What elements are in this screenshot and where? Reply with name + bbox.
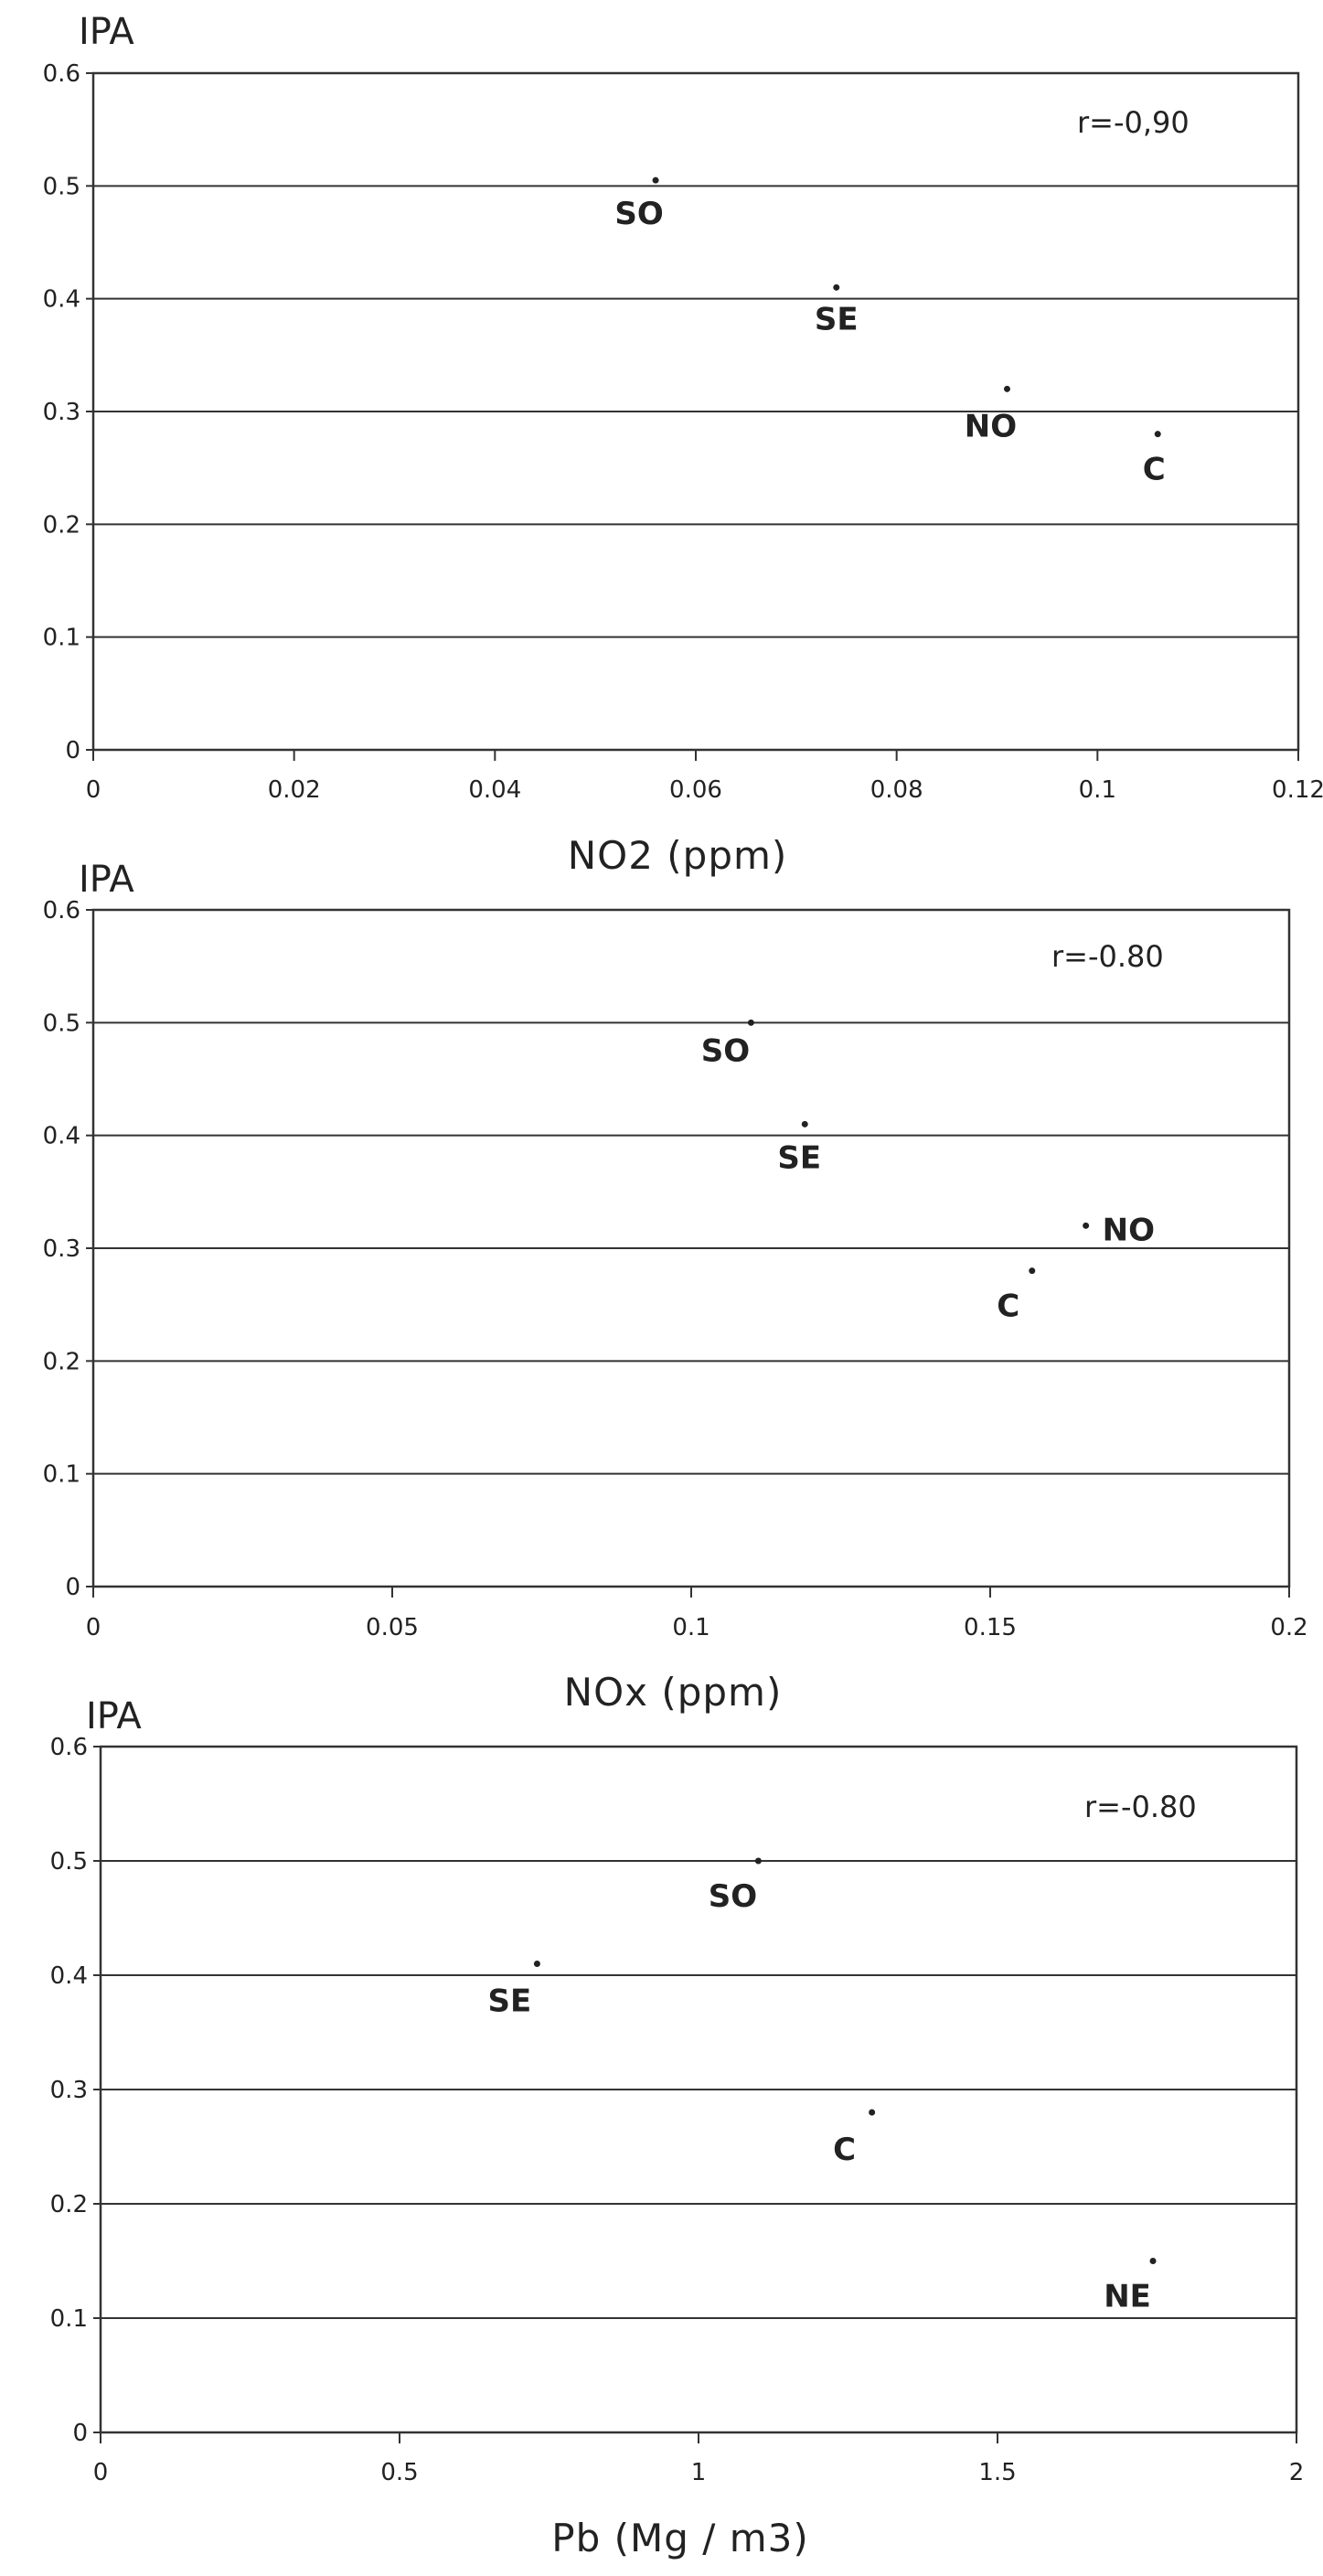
x-tick-label: 0.15 [964, 1614, 1017, 1641]
y-tick-label: 0.5 [50, 1848, 88, 1876]
correlation-annotation: r=-0,90 [1077, 105, 1190, 140]
point-label-se: SE [815, 301, 859, 337]
x-tick-label: 0 [93, 2459, 109, 2486]
point-label-no: NO [965, 408, 1017, 444]
y-tick-label: 0.1 [50, 2305, 88, 2333]
y-tick-label: 0.6 [50, 1734, 88, 1761]
x-axis-label: NOx (ppm) [564, 1670, 783, 1715]
x-tick-label: 2 [1289, 2459, 1305, 2486]
y-tick-label: 0.4 [43, 286, 80, 314]
y-tick-label: 0.6 [43, 60, 80, 88]
y-tick-label: 0.3 [50, 2077, 88, 2104]
data-point-so [747, 1019, 754, 1026]
y-tick-label: 0.1 [43, 625, 80, 652]
data-point-c [1154, 431, 1161, 438]
point-label-no: NO [1103, 1212, 1155, 1248]
chart-panel-2: 0 0.1 0.2 0.3 0.4 0.5 0.6 0 0.05 0.1 0.15 0.2 IPA NOx… [43, 859, 1308, 1715]
point-label-so: SO [701, 1032, 750, 1069]
point-label-se: SE [777, 1139, 821, 1176]
point-label-so: SO [614, 196, 663, 232]
y-axis-label: IPA [86, 1695, 142, 1737]
y-tick-label: 0.6 [43, 897, 80, 925]
y-tick-label: 0.3 [43, 1235, 80, 1263]
data-point-se [533, 1961, 540, 1967]
point-label-c: C [1143, 452, 1166, 488]
y-tick-label: 0.5 [43, 1010, 80, 1037]
y-tick-label: 0.1 [43, 1461, 80, 1489]
y-tick-label: 0 [65, 1574, 80, 1601]
data-point-ne [1149, 2258, 1157, 2264]
y-tick-label: 0.4 [43, 1123, 80, 1150]
data-point-no [1083, 1222, 1090, 1229]
data-point-se [833, 283, 840, 291]
y-tick-label: 0.2 [50, 2191, 88, 2218]
x-tick-label: 0 [86, 1614, 101, 1641]
data-point-no [1003, 385, 1010, 392]
correlation-annotation: r=-0.80 [1084, 1790, 1197, 1824]
y-tick-label: 0 [65, 737, 80, 764]
x-tick-label: 0.1 [672, 1614, 710, 1641]
point-label-c: C [997, 1288, 1019, 1325]
chart-panel-3: 0 0.1 0.2 0.3 0.4 0.5 0.6 0 0.5 1 1.5 2 IPA Pb (Mg / … [50, 1695, 1305, 2560]
x-tick-label: 0.08 [870, 776, 923, 804]
y-axis-label: IPA [79, 859, 134, 901]
y-tick-label: 0.3 [43, 399, 80, 426]
x-tick-label: 0.2 [1270, 1614, 1307, 1641]
data-point-so [754, 1857, 762, 1865]
x-tick-label: 0.06 [669, 776, 722, 804]
y-tick-label: 0.2 [43, 1348, 80, 1375]
x-tick-label: 0.5 [380, 2459, 418, 2486]
x-tick-label: 1.5 [978, 2459, 1016, 2486]
y-tick-label: 0.5 [43, 173, 80, 200]
point-label-ne: NE [1104, 2279, 1151, 2315]
x-tick-label: 0.12 [1272, 776, 1323, 804]
x-axis-label: Pb (Mg / m3) [551, 2516, 809, 2560]
data-point-c [869, 2109, 876, 2116]
correlation-annotation: r=-0.80 [1051, 939, 1164, 974]
y-tick-label: 0.2 [43, 511, 80, 539]
x-axis-label: NO2 (ppm) [568, 833, 788, 878]
x-tick-label: 1 [691, 2459, 707, 2486]
point-label-c: C [833, 2132, 856, 2168]
x-tick-label: 0.02 [268, 776, 321, 804]
y-tick-label: 0 [72, 2420, 88, 2447]
x-tick-label: 0 [86, 776, 101, 804]
data-point-se [801, 1120, 808, 1128]
x-tick-label: 0.05 [366, 1614, 419, 1641]
x-tick-label: 0.04 [468, 776, 521, 804]
point-label-so: SO [709, 1878, 757, 1915]
chart-panel-1: 0 0.1 0.2 0.3 0.4 0.5 0.6 0 0.02 0.04 0.06 0.08 0.1 0… [43, 11, 1323, 878]
y-tick-label: 0.4 [50, 1962, 88, 1990]
x-tick-label: 0.1 [1079, 776, 1116, 804]
point-label-se: SE [488, 1983, 532, 2020]
data-point-so [652, 176, 659, 184]
data-point-c [1029, 1267, 1036, 1275]
y-axis-label: IPA [79, 11, 134, 53]
